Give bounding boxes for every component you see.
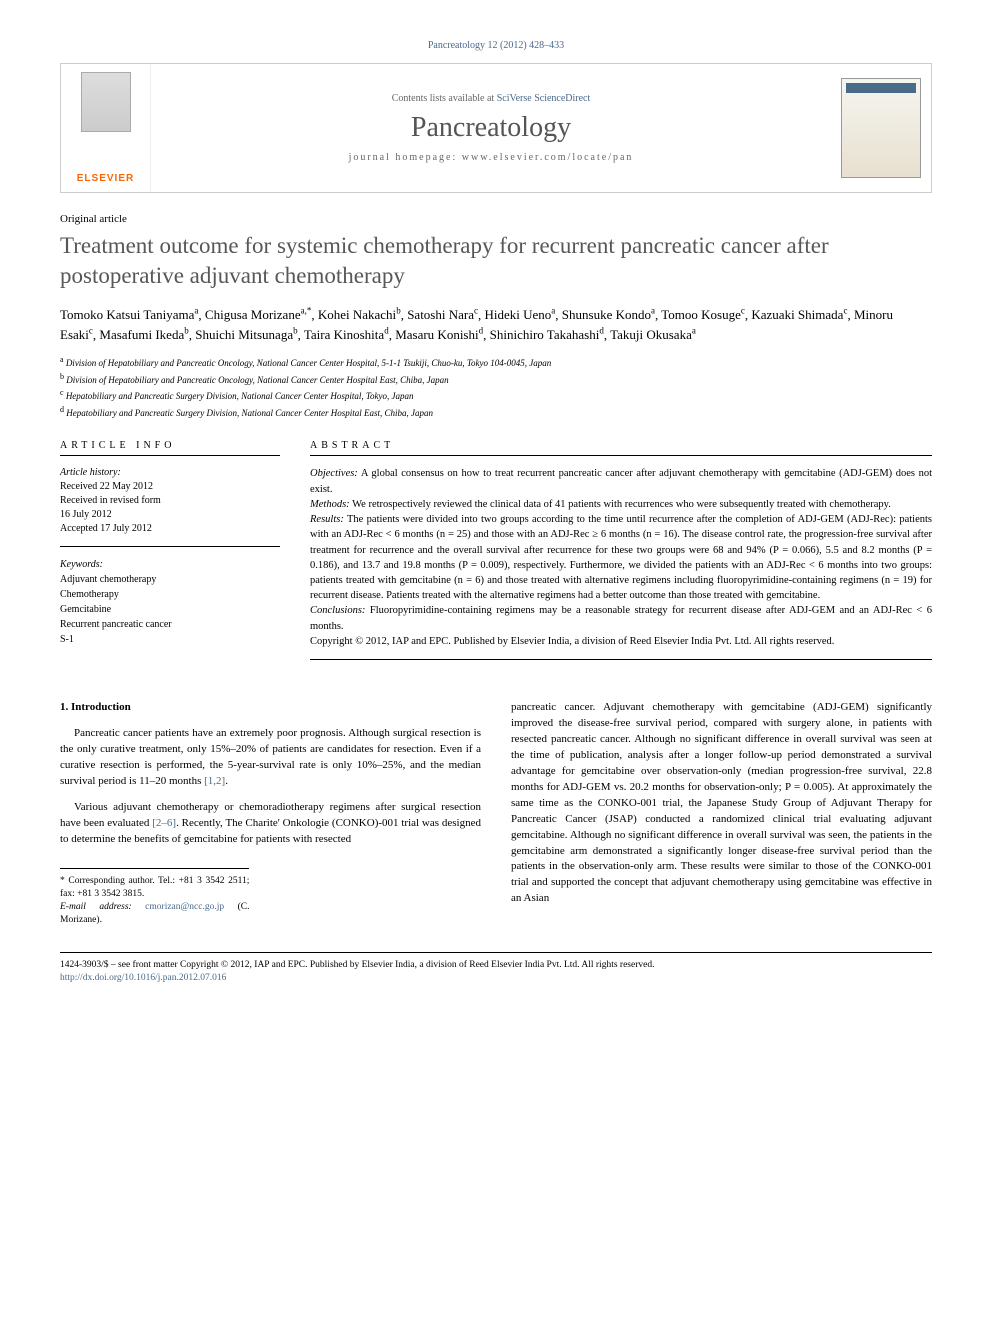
paragraph-2: Various adjuvant chemotherapy or chemora… — [60, 800, 481, 848]
email-label: E-mail address: — [60, 902, 132, 912]
author-aff-sup: b — [396, 306, 401, 316]
author-aff-sup: d — [599, 326, 604, 336]
author: Takuji Okusakaa — [610, 327, 696, 342]
author: Kohei Nakachib — [318, 307, 401, 322]
revised-label: Received in revised form — [60, 495, 161, 506]
author-aff-sup: c — [474, 306, 478, 316]
ref-link-2-6[interactable]: [2–6] — [152, 817, 176, 829]
keyword: Gemcitabine — [60, 604, 111, 615]
abstract-copyright: Copyright © 2012, IAP and EPC. Published… — [310, 636, 834, 647]
author: Shunsuke Kondoa — [562, 307, 655, 322]
methods-label: Methods: — [310, 499, 350, 510]
author: Masaru Konishid — [395, 327, 483, 342]
keywords-block: Keywords: Adjuvant chemotherapy Chemother… — [60, 557, 280, 647]
author-aff-sup: b — [293, 326, 298, 336]
author: Shinichiro Takahashid — [490, 327, 604, 342]
footer-copyright: 1424-3903/$ – see front matter Copyright… — [60, 960, 654, 970]
corresponding-email-link[interactable]: cmorizan@ncc.go.jp — [145, 902, 224, 912]
accepted-date: Accepted 17 July 2012 — [60, 523, 152, 534]
author-aff-sup: b — [184, 326, 189, 336]
author: Chigusa Morizanea,* — [205, 307, 311, 322]
author-aff-sup: a — [194, 306, 198, 316]
author-aff-sup: a — [551, 306, 555, 316]
keyword: S-1 — [60, 634, 74, 645]
objectives-label: Objectives: — [310, 468, 358, 479]
author: Hideki Uenoa — [484, 307, 555, 322]
affiliations-list: a Division of Hepatobiliary and Pancreat… — [60, 354, 932, 420]
ref-link-1-2[interactable]: [1,2] — [204, 775, 225, 787]
results-label: Results: — [310, 514, 344, 525]
section-1-heading: 1. Introduction — [60, 700, 481, 716]
author-aff-sup: d — [384, 326, 389, 336]
abstract-body: Objectives: A global consensus on how to… — [310, 466, 932, 660]
results-text: The patients were divided into two group… — [310, 514, 932, 601]
affiliation: a Division of Hepatobiliary and Pancreat… — [60, 354, 932, 371]
footer-bar: 1424-3903/$ – see front matter Copyright… — [60, 952, 932, 986]
author-list: Tomoko Katsui Taniyamaa, Chigusa Morizan… — [60, 305, 932, 345]
author: Taira Kinoshitad — [304, 327, 389, 342]
author: Tomoo Kosugec — [661, 307, 745, 322]
methods-text: We retrospectively reviewed the clinical… — [352, 499, 891, 510]
p1-text: Pancreatic cancer patients have an extre… — [60, 727, 481, 787]
author: Masafumi Ikedab — [99, 327, 188, 342]
author: Satoshi Narac — [407, 307, 478, 322]
keyword: Recurrent pancreatic cancer — [60, 619, 172, 630]
conclusions-label: Conclusions: — [310, 605, 365, 616]
journal-homepage: journal homepage: www.elsevier.com/locat… — [349, 152, 634, 163]
author: Shuichi Mitsunagab — [195, 327, 297, 342]
abstract-block: ABSTRACT Objectives: A global consensus … — [310, 440, 932, 660]
revised-date: 16 July 2012 — [60, 509, 112, 520]
sciencedirect-link[interactable]: SciVerse ScienceDirect — [497, 93, 591, 104]
author-aff-sup: c — [843, 306, 847, 316]
corresponding-label: * Corresponding author. Tel.: +81 3 3542… — [60, 876, 249, 899]
history-block: Article history: Received 22 May 2012 Re… — [60, 466, 280, 547]
article-info-heading: ARTICLE INFO — [60, 440, 280, 456]
left-column: 1. Introduction Pancreatic cancer patien… — [60, 700, 481, 928]
affiliation: c Hepatobiliary and Pancreatic Surgery D… — [60, 387, 932, 404]
paragraph-3: pancreatic cancer. Adjuvant chemotherapy… — [511, 700, 932, 907]
author-aff-sup: a,* — [301, 306, 312, 316]
keywords-label: Keywords: — [60, 559, 103, 570]
citation-line: Pancreatology 12 (2012) 428–433 — [60, 40, 932, 51]
publisher-logo-block: ELSEVIER — [61, 64, 151, 192]
publisher-name: ELSEVIER — [77, 173, 134, 184]
received-date: Received 22 May 2012 — [60, 481, 153, 492]
abstract-heading: ABSTRACT — [310, 440, 932, 456]
history-label: Article history: — [60, 467, 121, 478]
author-aff-sup: c — [89, 326, 93, 336]
author-aff-sup: a — [692, 326, 696, 336]
author: Kazuaki Shimadac — [751, 307, 847, 322]
header-center: Contents lists available at SciVerse Sci… — [151, 64, 831, 192]
paragraph-1: Pancreatic cancer patients have an extre… — [60, 726, 481, 790]
article-type: Original article — [60, 213, 932, 225]
affiliation: b Division of Hepatobiliary and Pancreat… — [60, 371, 932, 388]
journal-header-box: ELSEVIER Contents lists available at Sci… — [60, 63, 932, 193]
right-column: pancreatic cancer. Adjuvant chemotherapy… — [511, 700, 932, 928]
journal-name: Pancreatology — [411, 112, 571, 144]
doi-link[interactable]: http://dx.doi.org/10.1016/j.pan.2012.07.… — [60, 973, 226, 983]
conclusions-text: Fluoropyrimidine-containing regimens may… — [310, 605, 932, 631]
info-abstract-row: ARTICLE INFO Article history: Received 2… — [60, 440, 932, 660]
keyword: Adjuvant chemotherapy — [60, 574, 156, 585]
keyword: Chemotherapy — [60, 589, 119, 600]
body-columns: 1. Introduction Pancreatic cancer patien… — [60, 700, 932, 928]
objectives-text: A global consensus on how to treat recur… — [310, 468, 932, 494]
cover-thumbnail-block — [831, 64, 931, 192]
article-info-block: ARTICLE INFO Article history: Received 2… — [60, 440, 280, 660]
affiliation: d Hepatobiliary and Pancreatic Surgery D… — [60, 404, 932, 421]
author-aff-sup: c — [741, 306, 745, 316]
p1-end: . — [225, 775, 228, 787]
journal-cover-icon — [841, 78, 921, 178]
contents-available-line: Contents lists available at SciVerse Sci… — [392, 93, 591, 104]
corresponding-author-block: * Corresponding author. Tel.: +81 3 3542… — [60, 868, 249, 928]
contents-prefix: Contents lists available at — [392, 93, 497, 104]
article-title: Treatment outcome for systemic chemother… — [60, 231, 932, 291]
elsevier-tree-icon — [81, 72, 131, 132]
author-aff-sup: a — [651, 306, 655, 316]
author: Tomoko Katsui Taniyamaa — [60, 307, 198, 322]
keywords-list: Adjuvant chemotherapy Chemotherapy Gemcita… — [60, 574, 172, 645]
author-aff-sup: d — [479, 326, 484, 336]
